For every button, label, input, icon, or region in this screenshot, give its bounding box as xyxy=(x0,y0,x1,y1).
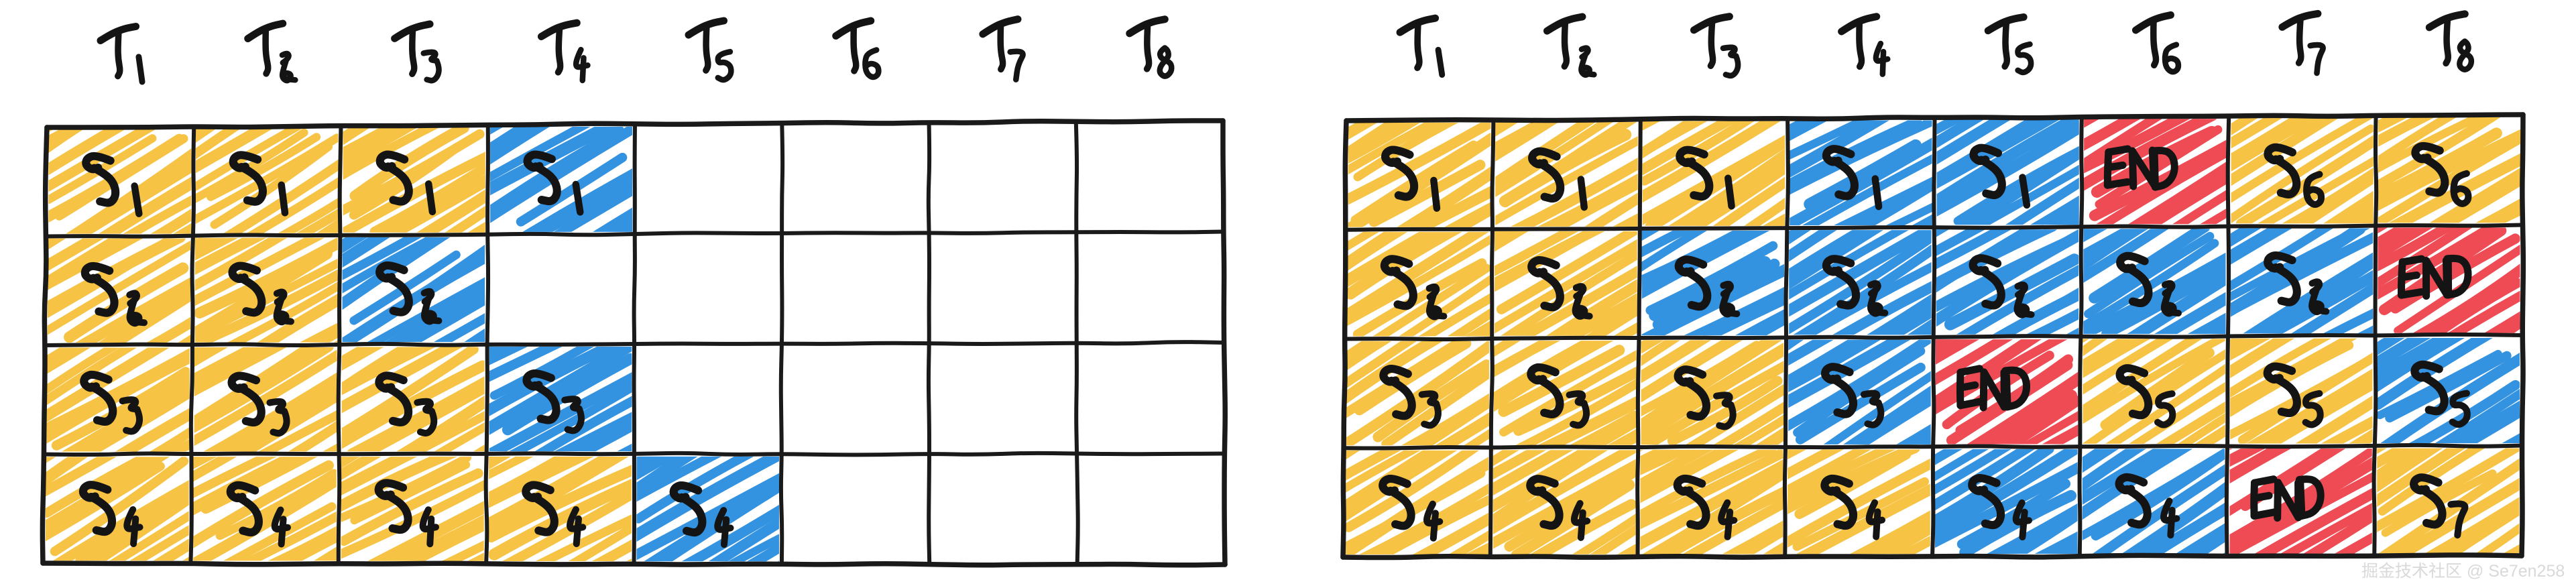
svg-text:掘金技术社区 @ Se7en258: 掘金技术社区 @ Se7en258 xyxy=(2361,562,2565,581)
